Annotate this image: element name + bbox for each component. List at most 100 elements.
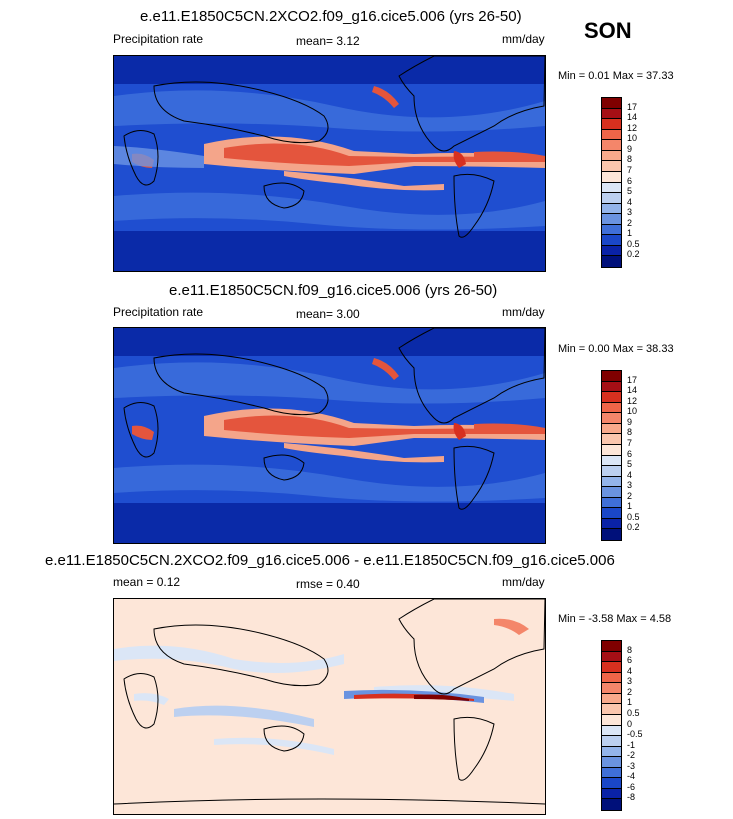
colorbar-segment	[602, 725, 621, 737]
colorbar-tick-label: 10	[627, 133, 638, 144]
panel-3-difference-map	[113, 598, 546, 815]
colorbar-tick-label: 6	[627, 448, 633, 459]
colorbar-segment	[602, 767, 621, 779]
colorbar-segment	[602, 704, 621, 715]
colorbar-tick-label: 0.2	[627, 249, 640, 260]
colorbar-segment	[602, 757, 621, 768]
colorbar-segment	[602, 693, 621, 705]
colorbar-tick-label: 2	[627, 686, 633, 697]
colorbar-segment	[602, 203, 621, 215]
colorbar-tick-label: 9	[627, 416, 633, 427]
colorbar-segment	[602, 455, 621, 467]
colorbar-tick-label: 10	[627, 406, 638, 417]
colorbar-tick-label: 4	[627, 196, 633, 207]
panel-1-precip-map	[113, 55, 546, 272]
colorbar-segment	[602, 799, 621, 810]
panel-3-units-label: mm/day	[502, 575, 545, 589]
colorbar-tick-label: 5	[627, 459, 633, 470]
panel-1-units-label: mm/day	[502, 32, 545, 46]
colorbar-tick-label: 0.5	[627, 238, 640, 249]
panel-3-title: e.e11.E1850C5CN.2XCO2.f09_g16.cice5.006 …	[45, 552, 615, 569]
colorbar-tick-label: 7	[627, 164, 633, 175]
colorbar-segment	[602, 487, 621, 498]
colorbar-tick-label: 5	[627, 186, 633, 197]
panel-3-mean-label: mean = 0.12	[113, 575, 181, 589]
colorbar-segment	[602, 235, 621, 246]
colorbar-tick-label: 0	[627, 718, 633, 729]
panel-2-variable-label: Precipitation rate	[113, 305, 204, 319]
colorbar-tick-label: -6	[627, 781, 636, 792]
panel-3-minmax: Min = -3.58 Max = 4.58	[558, 613, 672, 625]
colorbar-tick-label: -3	[627, 760, 636, 771]
panel-1-title: e.e11.E1850C5CN.2XCO2.f09_g16.cice5.006 …	[140, 8, 522, 25]
colorbar-segment	[602, 182, 621, 194]
colorbar-segment	[602, 140, 621, 151]
colorbar-tick-label: 3	[627, 207, 633, 218]
colorbar-tick-label: 0.2	[627, 522, 640, 533]
panel-3-colorbar-fill	[602, 641, 621, 810]
colorbar-tick-label: 0.5	[627, 511, 640, 522]
panel-2-precip-map	[113, 327, 546, 544]
colorbar-segment	[602, 224, 621, 236]
colorbar-tick-label: 8	[627, 427, 633, 438]
colorbar-segment	[602, 641, 621, 652]
panel-1-map-svg	[114, 56, 545, 271]
colorbar-segment	[602, 662, 621, 673]
colorbar-segment	[602, 518, 621, 530]
colorbar-segment	[602, 214, 621, 225]
colorbar-segment	[602, 245, 621, 257]
colorbar-tick-label: 14	[627, 385, 638, 396]
colorbar-segment	[602, 108, 621, 120]
colorbar-tick-label: 3	[627, 676, 633, 687]
colorbar-segment	[602, 98, 621, 109]
colorbar-tick-label: -2	[627, 750, 636, 761]
colorbar-segment	[602, 129, 621, 141]
colorbar-segment	[602, 651, 621, 663]
colorbar-tick-label: 7	[627, 437, 633, 448]
colorbar-tick-label: 3	[627, 480, 633, 491]
colorbar-tick-label: 8	[627, 154, 633, 165]
colorbar-tick-label: 1	[627, 501, 633, 512]
colorbar-segment	[602, 413, 621, 424]
colorbar-segment	[602, 402, 621, 414]
panel-1-colorbar	[601, 97, 622, 268]
colorbar-tick-label: 4	[627, 469, 633, 480]
colorbar-segment	[602, 150, 621, 162]
panel-2-colorbar-fill	[602, 371, 621, 540]
colorbar-segment	[602, 119, 621, 130]
colorbar-segment	[602, 466, 621, 477]
colorbar-tick-label: -1	[627, 739, 636, 750]
colorbar-tick-label: 9	[627, 143, 633, 154]
panel-2-colorbar	[601, 370, 622, 541]
colorbar-segment	[602, 746, 621, 758]
colorbar-tick-label: 12	[627, 395, 638, 406]
panel-2-units-label: mm/day	[502, 305, 545, 319]
panel-1-variable-label: Precipitation rate	[113, 32, 204, 46]
colorbar-segment	[602, 529, 621, 540]
panel-1-minmax: Min = 0.01 Max = 37.33	[558, 70, 674, 82]
colorbar-segment	[602, 683, 621, 694]
colorbar-tick-label: 2	[627, 217, 633, 228]
colorbar-segment	[602, 788, 621, 800]
colorbar-segment	[602, 392, 621, 403]
colorbar-tick-label: 0.5	[627, 707, 640, 718]
panel-1-mean-label: mean= 3.12	[296, 34, 360, 48]
colorbar-tick-label: 1	[627, 228, 633, 239]
colorbar-tick-label: 17	[627, 101, 638, 112]
panel-3-colorbar	[601, 640, 622, 811]
panel-2-mean-label: mean= 3.00	[296, 307, 360, 321]
colorbar-segment	[602, 423, 621, 435]
colorbar-tick-label: -0.5	[627, 729, 643, 740]
colorbar-tick-label: 14	[627, 112, 638, 123]
season-label: SON	[584, 18, 632, 43]
panel-2-map-svg	[114, 328, 545, 543]
panel-3-rmse-label: rmse = 0.40	[296, 577, 360, 591]
panel-2-title: e.e11.E1850C5CN.f09_g16.cice5.006 (yrs 2…	[169, 282, 498, 299]
colorbar-segment	[602, 256, 621, 267]
panel-3-map-svg	[114, 599, 545, 805]
panel-2-minmax: Min = 0.00 Max = 38.33	[558, 343, 674, 355]
colorbar-segment	[602, 193, 621, 204]
colorbar-tick-label: -4	[627, 771, 636, 782]
colorbar-segment	[602, 476, 621, 488]
colorbar-segment	[602, 497, 621, 509]
